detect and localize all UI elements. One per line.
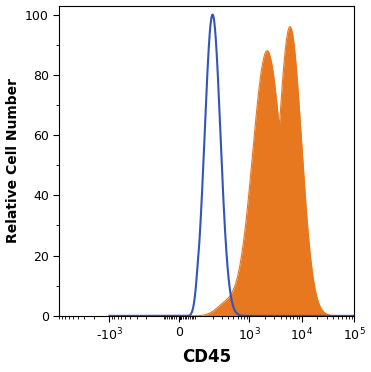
- X-axis label: CD45: CD45: [182, 349, 231, 366]
- Y-axis label: Relative Cell Number: Relative Cell Number: [6, 78, 20, 243]
